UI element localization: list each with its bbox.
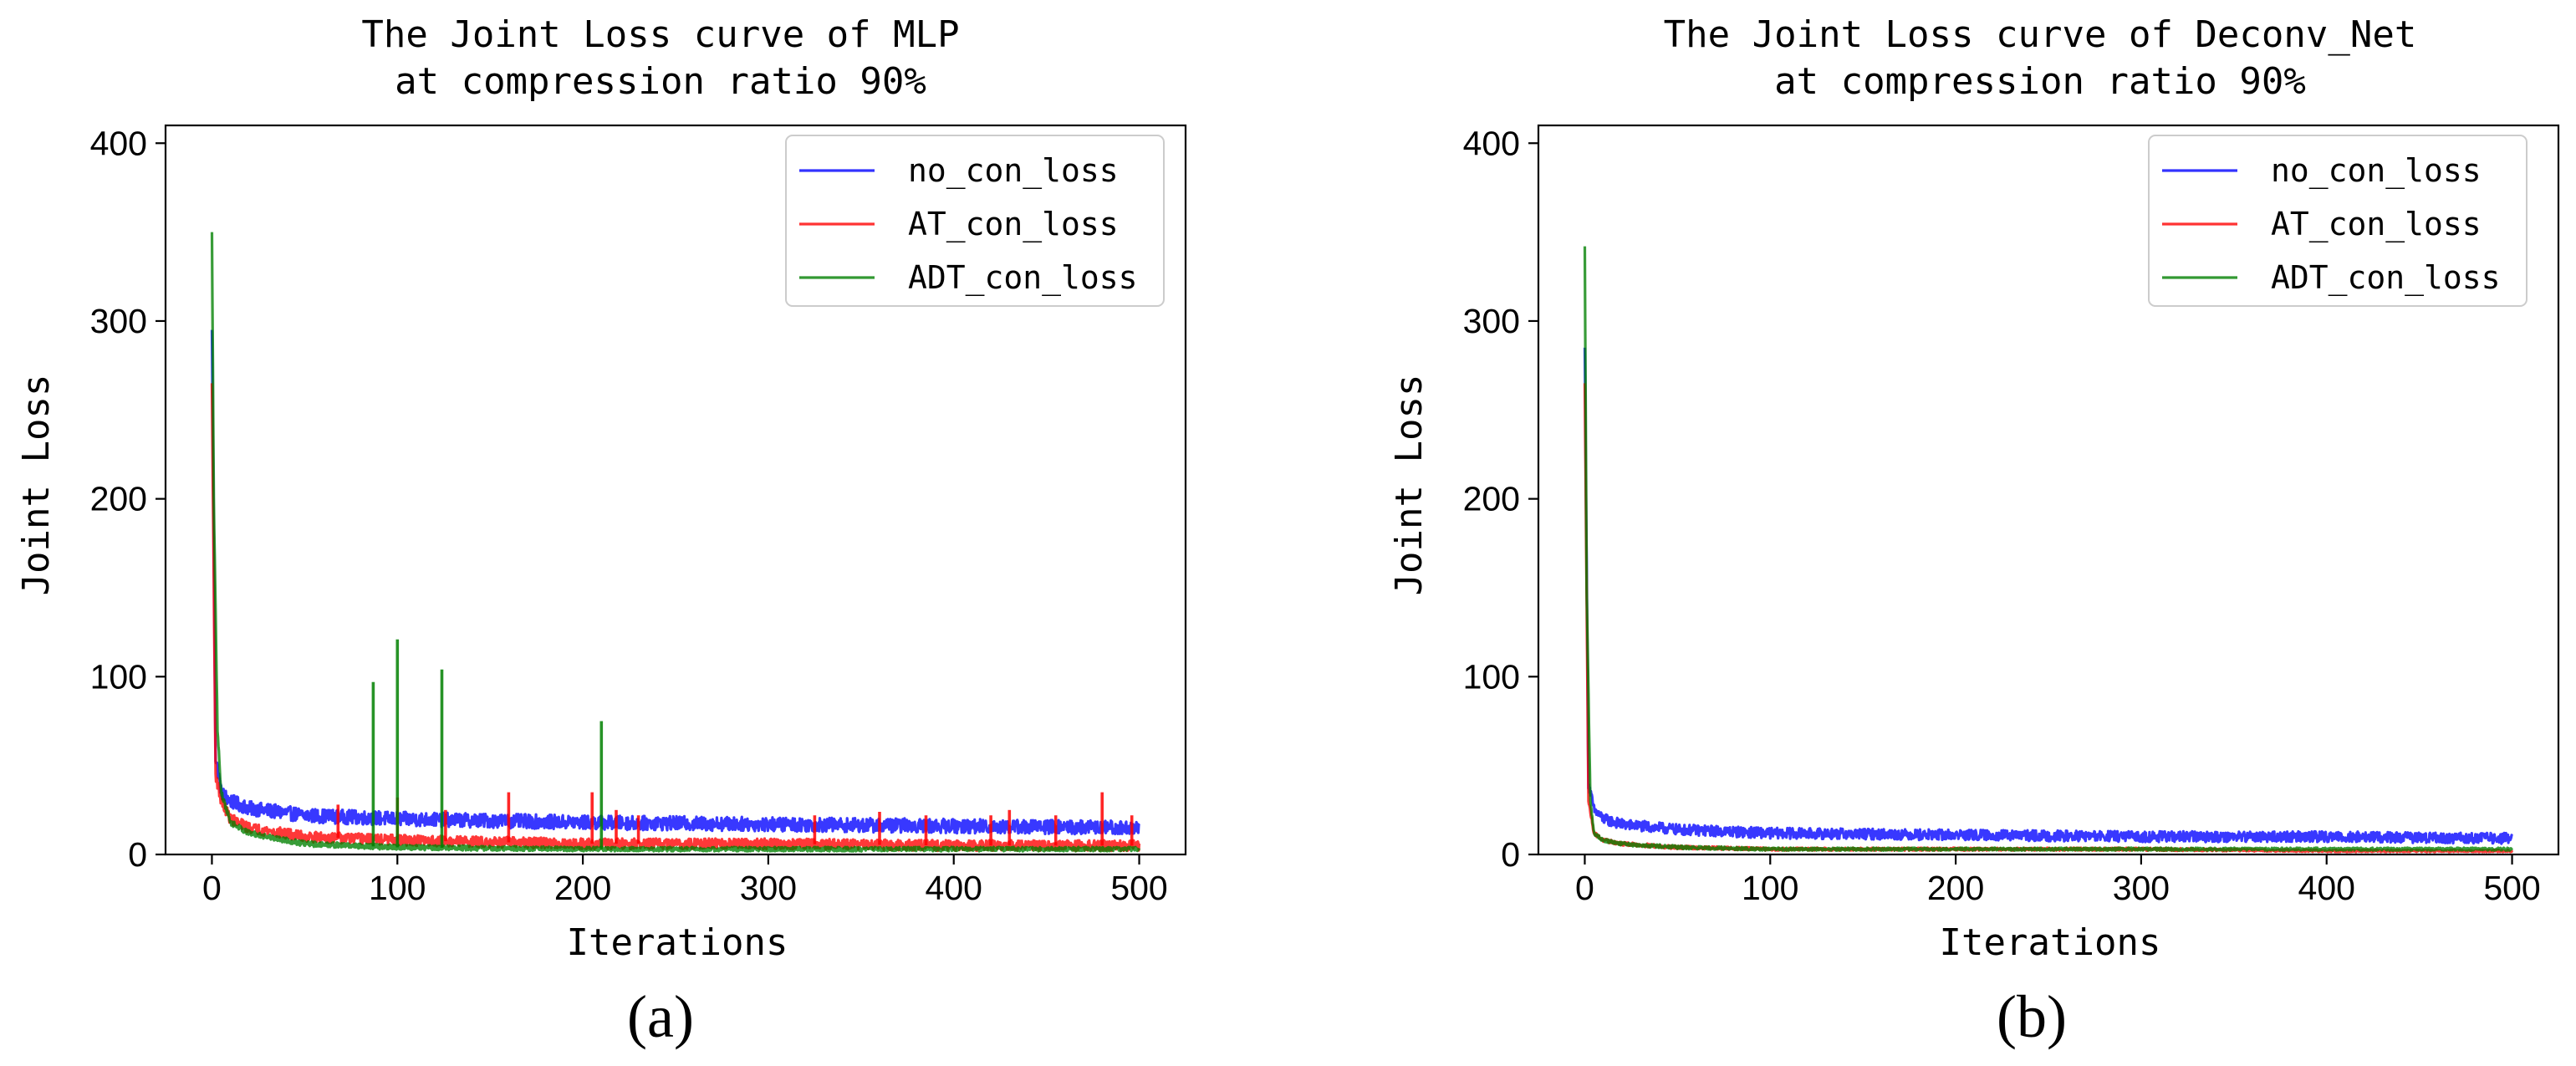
x-axis-label: Iterations <box>1940 921 2161 964</box>
x-tick-label: 0 <box>1575 869 1594 907</box>
x-tick-label: 500 <box>1110 869 1167 907</box>
chart-svg-b: The Joint Loss curve of Deconv_Net at co… <box>1388 13 2560 1050</box>
chart-subtitle: at compression ratio 90% <box>1774 60 2306 103</box>
y-tick-label: 300 <box>90 302 147 340</box>
chart-subtitle: at compression ratio 90% <box>395 60 926 103</box>
x-tick-label: 300 <box>740 869 797 907</box>
plot-frame <box>164 124 1187 856</box>
y-tick-label: 100 <box>90 657 147 696</box>
legend-entry: no_con_loss <box>908 152 1119 190</box>
chart-panel-a: The Joint Loss curve of MLP at compressi… <box>15 13 1187 1050</box>
y-tick-label: 300 <box>1463 302 1520 340</box>
legend-entry: ADT_con_loss <box>908 259 1138 297</box>
y-tick-label: 200 <box>1463 480 1520 518</box>
series-line-no_con_loss <box>210 329 1140 836</box>
x-tick-label: 200 <box>1927 869 1984 907</box>
y-tick-label: 400 <box>90 124 147 162</box>
legend-box <box>785 135 1165 307</box>
y-tick-label: 400 <box>1463 124 1520 162</box>
y-tick-label: 100 <box>1463 657 1520 696</box>
plot-frame <box>1537 124 2560 856</box>
y-axis-label: Joint Loss <box>15 375 58 596</box>
chart-title: The Joint Loss curve of Deconv_Net <box>1664 13 2417 56</box>
legend: no_con_loss AT_con_loss ADT_con_loss <box>785 135 1165 307</box>
panel-label: (b) <box>1997 983 2067 1050</box>
series-line-AT_con_loss <box>1583 383 2514 854</box>
y-axis-label: Joint Loss <box>1388 375 1431 596</box>
legend-box <box>2148 135 2528 307</box>
y-tick-label: 200 <box>90 480 147 518</box>
plot-area: 0 100 200 300 400 500 0 100 200 300 400 no_con_loss… <box>1463 124 2560 907</box>
series-line-ADT_con_loss <box>210 232 1141 853</box>
x-tick-label: 100 <box>369 869 426 907</box>
y-tick-label: 0 <box>128 835 147 874</box>
x-tick-label: 200 <box>554 869 611 907</box>
legend: no_con_loss AT_con_loss ADT_con_loss <box>2148 135 2528 307</box>
series-line-no_con_loss <box>1583 347 2513 845</box>
x-tick-label: 400 <box>926 869 982 907</box>
x-tick-label: 500 <box>2483 869 2540 907</box>
panel-label: (a) <box>627 983 694 1050</box>
legend-entry: AT_con_loss <box>2271 206 2482 243</box>
x-axis-label: Iterations <box>567 921 788 964</box>
legend-entry: ADT_con_loss <box>2271 259 2501 297</box>
series-line-AT_con_loss <box>210 383 1141 853</box>
legend-entry: AT_con_loss <box>908 206 1119 243</box>
series-line-ADT_con_loss <box>1583 246 2513 852</box>
x-tick-label: 400 <box>2298 869 2355 907</box>
chart-panel-b: The Joint Loss curve of Deconv_Net at co… <box>1288 0 2575 1066</box>
x-tick-label: 100 <box>1742 869 1798 907</box>
x-tick-label: 0 <box>202 869 222 907</box>
legend-entry: no_con_loss <box>2271 152 2482 190</box>
chart-title: The Joint Loss curve of MLP <box>361 13 959 56</box>
chart-svg-a: The Joint Loss curve of MLP at compressi… <box>15 13 1187 1050</box>
x-tick-label: 300 <box>2113 869 2170 907</box>
plot-area: 0 100 200 300 400 500 0 100 200 300 400 no_con_loss… <box>90 124 1187 907</box>
y-tick-label: 0 <box>1501 835 1520 874</box>
